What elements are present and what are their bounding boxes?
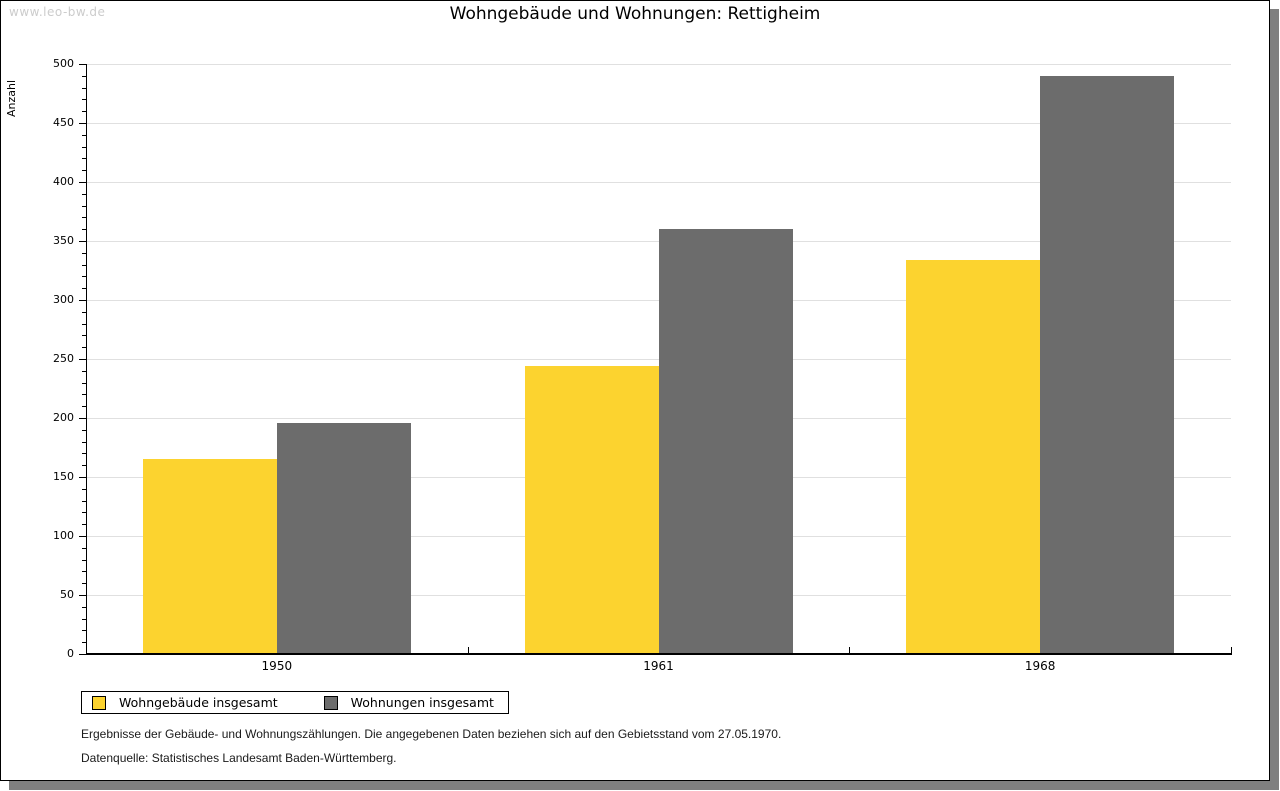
x-axis-tick-3: [1231, 647, 1232, 653]
y-minor-tick-80: [82, 559, 86, 561]
x-axis-label-1968: 1968: [1024, 659, 1056, 673]
y-axis-label-250: 250: [53, 352, 74, 365]
y-minor-tick-470: [82, 99, 86, 101]
y-axis-label-350: 350: [53, 234, 74, 247]
y-major-tick-50: [79, 595, 86, 596]
y-major-tick-0: [79, 654, 86, 655]
legend-label-wohngebaeude: Wohngebäude insgesamt: [119, 695, 278, 710]
y-minor-tick-20: [82, 630, 86, 632]
y-minor-tick-340: [82, 252, 86, 254]
y-minor-tick-60: [82, 583, 86, 585]
y-axis-label-500: 500: [53, 57, 74, 70]
y-minor-tick-180: [82, 441, 86, 443]
legend-item-wohnungen: Wohnungen insgesamt: [323, 695, 494, 710]
y-axis-label-300: 300: [53, 293, 74, 306]
y-minor-tick-370: [82, 217, 86, 219]
x-axis-tick-1: [467, 647, 469, 653]
gridline-500: [87, 64, 1231, 65]
y-axis-label-450: 450: [53, 116, 74, 129]
legend-item-wohngebaeude: Wohngebäude insgesamt: [92, 695, 278, 710]
y-minor-tick-230: [82, 382, 86, 384]
y-minor-tick-480: [82, 87, 86, 89]
y-axis-label-200: 200: [53, 411, 74, 424]
y-major-tick-100: [79, 536, 86, 537]
y-minor-tick-120: [82, 512, 86, 514]
y-minor-tick-210: [82, 406, 86, 408]
y-minor-tick-410: [82, 170, 86, 172]
y-minor-tick-320: [82, 276, 86, 278]
y-minor-tick-270: [82, 335, 86, 337]
y-major-tick-450: [79, 123, 86, 124]
y-minor-tick-280: [82, 323, 86, 325]
y-minor-tick-30: [82, 618, 86, 620]
y-minor-tick-310: [82, 288, 86, 290]
x-axis-label-1961: 1961: [643, 659, 674, 673]
bar-wohngebaeude-1961: [524, 366, 659, 654]
y-major-tick-400: [79, 182, 86, 183]
y-minor-tick-160: [82, 465, 86, 467]
y-minor-tick-460: [82, 111, 86, 113]
y-minor-tick-360: [82, 229, 86, 231]
legend-label-wohnungen: Wohnungen insgesamt: [350, 695, 494, 710]
y-major-tick-300: [79, 300, 86, 301]
y-major-tick-250: [79, 359, 86, 360]
y-axis-line: [86, 64, 87, 654]
y-minor-tick-420: [82, 158, 86, 160]
gridline-400: [87, 182, 1231, 183]
bar-wohnungen-1961: [658, 229, 793, 654]
y-minor-tick-260: [82, 347, 86, 349]
chart-legend: Wohngebäude insgesamt Wohnungen insgesam…: [81, 691, 509, 714]
chart-title: Wohngebäude und Wohnungen: Rettigheim: [449, 4, 821, 24]
legend-swatch-wohnungen: [323, 695, 338, 710]
y-minor-tick-190: [82, 429, 86, 431]
y-minor-tick-90: [82, 547, 86, 549]
y-minor-tick-70: [82, 571, 86, 573]
y-minor-tick-430: [82, 146, 86, 148]
bar-wohnungen-1968: [1040, 75, 1175, 654]
y-minor-tick-330: [82, 264, 86, 266]
y-minor-tick-130: [82, 500, 86, 502]
y-minor-tick-140: [82, 488, 86, 490]
bar-wohnungen-1950: [276, 422, 411, 654]
y-minor-tick-290: [82, 311, 86, 313]
y-minor-tick-490: [82, 75, 86, 77]
bar-wohngebaeude-1950: [142, 459, 277, 654]
y-major-tick-150: [79, 477, 86, 478]
gridline-450: [87, 123, 1231, 124]
chart-page: www.leo-bw.de Wohngebäude und Wohnungen:…: [0, 0, 1270, 781]
footnote-source-note: Ergebnisse der Gebäude- und Wohnungszähl…: [81, 727, 782, 741]
footnote-data-source: Datenquelle: Statistisches Landesamt Bad…: [81, 751, 397, 765]
y-major-tick-350: [79, 241, 86, 242]
y-axis-label-100: 100: [53, 529, 74, 542]
y-axis-label-50: 50: [60, 588, 74, 601]
x-axis-label-1950: 1950: [261, 659, 293, 673]
y-axis-label-400: 400: [53, 175, 74, 188]
y-minor-tick-240: [82, 370, 86, 372]
y-major-tick-500: [79, 64, 86, 65]
y-axis-label-150: 150: [53, 470, 74, 483]
x-axis-line: [86, 653, 1232, 655]
y-minor-tick-390: [82, 193, 86, 195]
watermark: www.leo-bw.de: [9, 5, 106, 19]
y-axis-label-0: 0: [67, 647, 74, 660]
y-minor-tick-170: [82, 453, 86, 455]
bar-wohngebaeude-1968: [906, 259, 1041, 654]
x-axis-tick-2: [849, 647, 851, 653]
y-minor-tick-40: [82, 606, 86, 608]
y-major-tick-200: [79, 418, 86, 419]
y-minor-tick-220: [82, 394, 86, 396]
y-minor-tick-380: [82, 205, 86, 207]
bar-chart-plot: 0 50 100 150 200 250 300 350 400 450 500 1950 1961 19…: [1, 1, 1269, 780]
y-minor-tick-10: [82, 642, 86, 644]
y-minor-tick-440: [82, 134, 86, 136]
legend-swatch-wohngebaeude: [92, 695, 106, 710]
y-minor-tick-110: [82, 524, 86, 526]
